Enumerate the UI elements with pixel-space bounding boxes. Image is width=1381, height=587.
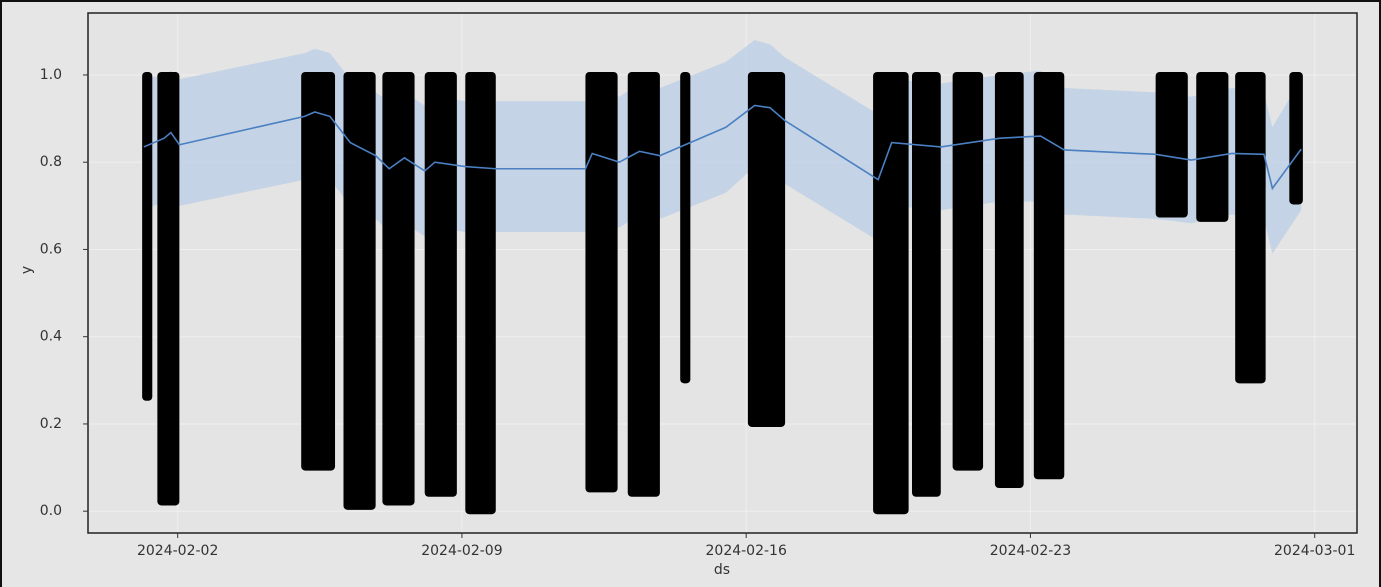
observation-cluster [142,71,153,401]
observation-cluster [465,71,496,515]
observation-cluster [1235,71,1266,384]
x-tick-label: 2024-03-01 [1274,543,1355,559]
observation-cluster [382,71,415,506]
y-tick-label: 0.4 [40,329,62,345]
y-axis-label: y [19,266,35,274]
observation-cluster [994,71,1024,489]
observation-cluster [424,71,457,497]
observation-cluster [873,71,909,515]
observation-cluster [585,71,618,493]
observation-cluster [627,71,660,497]
x-tick-label: 2024-02-16 [706,543,787,559]
x-axis-label: ds [714,562,730,578]
y-tick-label: 1.0 [40,67,62,83]
observation-cluster [1289,71,1303,205]
y-tick-label: 0.2 [40,416,62,432]
x-tick-label: 2024-02-02 [137,543,218,559]
observation-cluster [1196,71,1229,222]
axes-frame [87,12,1358,534]
observation-cluster [343,71,376,510]
observation-cluster [952,71,984,471]
y-tick-label: 0.8 [40,154,62,170]
x-tick-label: 2024-02-23 [990,543,1071,559]
observation-cluster [747,71,786,427]
observation-cluster [1033,71,1065,480]
observation-cluster [1155,71,1188,218]
observation-cluster [680,71,691,384]
observation-cluster [157,71,180,506]
forecast-line [143,104,1302,191]
observation-cluster [912,71,941,497]
x-tick-label: 2024-02-09 [421,543,502,559]
y-tick-label: 0.6 [40,241,62,257]
plot-layer [88,13,1357,533]
observation-cluster [301,71,336,471]
y-tick-label: 0.0 [40,503,62,519]
